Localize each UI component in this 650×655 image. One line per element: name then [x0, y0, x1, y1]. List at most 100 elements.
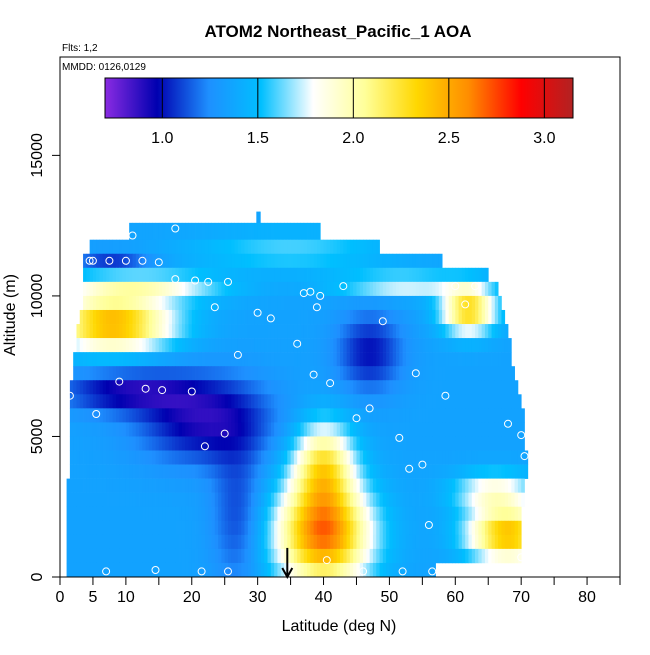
heatmap-cell [297, 222, 301, 240]
heatmap-cell [458, 436, 463, 451]
heatmap-cell [231, 562, 235, 577]
heatmap-cell [432, 366, 436, 381]
heatmap-cell [254, 352, 259, 367]
heatmap-cell [392, 380, 397, 395]
heatmap-cell [132, 422, 137, 437]
heatmap-cell [498, 338, 502, 353]
heatmap-cell [326, 281, 331, 297]
heatmap-cell [241, 450, 245, 465]
heatmap-cell [349, 324, 354, 339]
heatmap-cell [188, 548, 193, 564]
heatmap-cell [484, 366, 489, 381]
heatmap-cell [478, 520, 483, 536]
heatmap-cell [382, 422, 387, 437]
heatmap-cell [402, 281, 407, 297]
heatmap-cell [376, 281, 380, 297]
heatmap-cell [122, 548, 127, 564]
heatmap-cell [158, 281, 163, 297]
heatmap-cell [323, 436, 328, 451]
heatmap-cell [218, 338, 222, 353]
heatmap-cell [267, 239, 272, 255]
heatmap-cell [471, 520, 476, 536]
heatmap-cell [178, 295, 183, 311]
heatmap-cell [366, 324, 371, 339]
heatmap-cell [517, 422, 522, 437]
heatmap-cell [438, 338, 443, 353]
heatmap-cell [162, 408, 166, 423]
heatmap-cell [224, 408, 229, 423]
heatmap-cell [415, 492, 420, 508]
heatmap-cell [293, 450, 298, 465]
heatmap-cell [323, 352, 328, 367]
heatmap-cell [468, 408, 473, 423]
heatmap-cell [155, 548, 160, 564]
heatmap-cell [432, 324, 436, 339]
heatmap-cell [112, 464, 117, 479]
heatmap-cell [458, 520, 463, 536]
heatmap-cell [425, 281, 430, 297]
heatmap-cell [237, 380, 242, 395]
heatmap-cell [356, 338, 361, 353]
heatmap-cell [148, 338, 153, 353]
heatmap-cell [155, 267, 160, 283]
heatmap-cell [307, 478, 311, 493]
heatmap-cell [386, 520, 390, 536]
heatmap-cell [412, 464, 417, 479]
heatmap-cell [86, 436, 91, 451]
heatmap-cell [178, 253, 183, 269]
heatmap-cell [422, 478, 427, 493]
heatmap-cell [79, 464, 84, 479]
heatmap-cell [297, 239, 301, 255]
heatmap-cell [461, 492, 466, 508]
heatmap-cell [195, 492, 199, 508]
heatmap-cell [323, 267, 328, 283]
heatmap-cell [514, 548, 519, 564]
heatmap-cell [303, 222, 308, 240]
heatmap-cell [501, 324, 506, 339]
sample-point [171, 224, 180, 233]
heatmap-cell [349, 267, 354, 283]
heatmap-cell [471, 380, 476, 395]
heatmap-cell [488, 380, 492, 395]
heatmap-cell [96, 408, 100, 423]
heatmap-cell [300, 478, 305, 493]
heatmap-cell [89, 520, 94, 536]
heatmap-cell [135, 295, 140, 311]
heatmap-cell [76, 562, 81, 577]
heatmap-cell [208, 394, 212, 409]
heatmap-cell [96, 562, 100, 577]
heatmap-cell [445, 309, 450, 325]
heatmap-cell [432, 562, 436, 577]
heatmap-cell [455, 408, 459, 423]
heatmap-cell [284, 281, 288, 297]
heatmap-cell [139, 450, 143, 465]
heatmap-cell [241, 380, 245, 395]
heatmap-cell [99, 548, 104, 564]
heatmap-cell [287, 562, 291, 577]
heatmap-cell [399, 520, 403, 536]
heatmap-cell [119, 464, 123, 479]
heatmap-cell [297, 324, 301, 339]
heatmap-cell [270, 281, 275, 297]
heatmap-cell [274, 295, 278, 311]
heatmap-cell [185, 450, 189, 465]
heatmap-cell [109, 352, 114, 367]
heatmap-cell [363, 478, 367, 493]
heatmap-cell [139, 478, 143, 493]
heatmap-cell [191, 222, 196, 240]
heatmap-cell [218, 534, 222, 550]
heatmap-cell [320, 450, 324, 465]
heatmap-cell [514, 380, 519, 395]
heatmap-cell [109, 309, 114, 325]
heatmap-cell [277, 222, 282, 240]
heatmap-cell [478, 394, 483, 409]
heatmap-cell [484, 394, 489, 409]
heatmap-cell [346, 562, 351, 577]
heatmap-cell [195, 380, 199, 395]
heatmap-cell [122, 267, 127, 283]
heatmap-cell [241, 562, 245, 577]
heatmap-cell [66, 492, 71, 508]
heatmap-cell [280, 464, 285, 479]
heatmap-cell [517, 408, 522, 423]
heatmap-cell [89, 436, 94, 451]
